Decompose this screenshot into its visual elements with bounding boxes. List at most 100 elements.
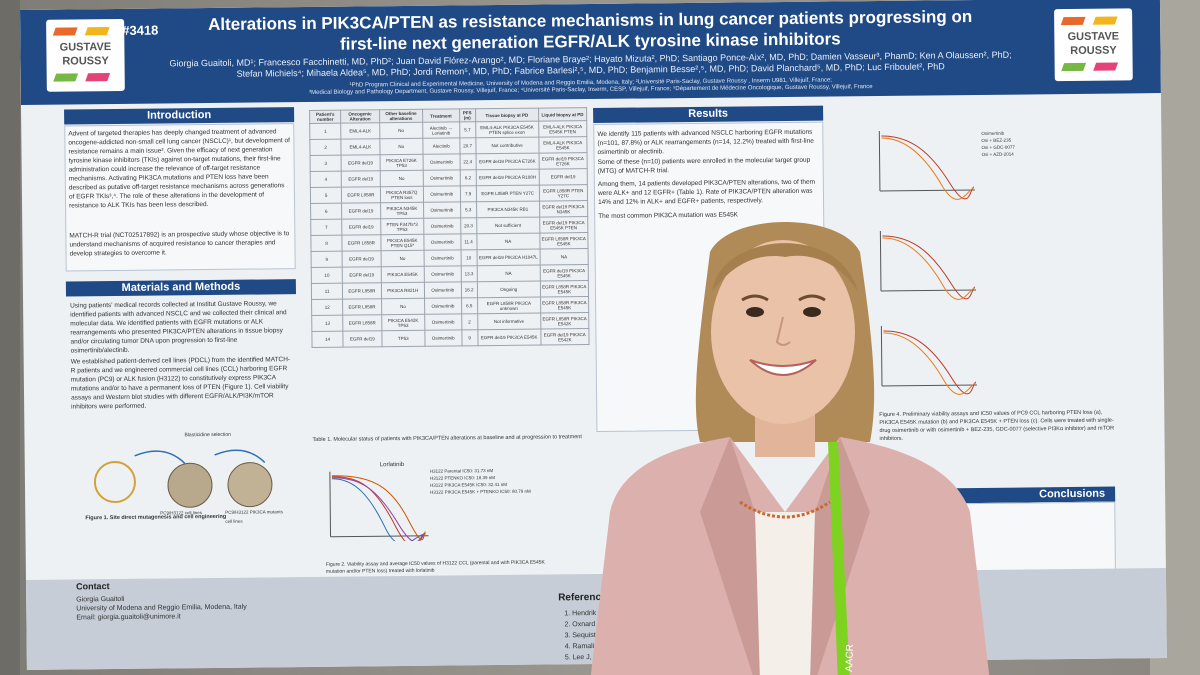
table-cell: EGFR L858R PTEN Y27C: [476, 185, 540, 202]
table-cell: EGFR del19 PIK3CA E726K: [538, 152, 588, 170]
table-cell: No: [379, 170, 424, 187]
table-cell: Osimertinib: [423, 169, 460, 187]
table-cell: EML4-ALK PIK3CA E545K PTEN splice exon: [475, 121, 539, 138]
table-header-cell: Other baseline alterations: [379, 109, 423, 123]
table-cell: Not sufficient: [476, 217, 540, 234]
table-cell: EGFR del19 PIK3CA E545K: [477, 329, 541, 346]
table-cell: EGFR del19: [342, 266, 381, 284]
table-1-caption: Table 1. Molecular status of patients wi…: [312, 434, 582, 443]
contact-info: Giorgia Guaitoli University of Modena an…: [76, 595, 247, 622]
table-cell: 13: [311, 315, 344, 332]
molecular-status-table: Patient's number Oncogenic Alteration Othe…: [309, 107, 590, 348]
figure-1-diagram: [93, 449, 273, 508]
table-cell: No: [379, 122, 423, 139]
table-cell: 11.4: [460, 233, 477, 250]
table-cell: Osimertinib: [424, 313, 462, 331]
methods-text: Using patients' medical records collecte…: [70, 300, 287, 355]
table-header-cell: Oncogenic Alteration: [340, 109, 380, 124]
table-cell: 6: [310, 203, 342, 220]
table-cell: EML4-ALK PIK3CA E545K PTEN: [538, 120, 587, 138]
introduction-text: Advent of targeted therapies has deeply …: [68, 128, 290, 210]
table-cell: EML4-ALK PIK3CA E545K: [538, 136, 588, 154]
table-cell: EGFR del19 PIK3CA R108H: [475, 169, 540, 186]
table-cell: PIK3CA E542K TP53: [381, 314, 425, 331]
table-cell: 9: [311, 251, 343, 268]
table-row: 14 EGFR del19 TP53 Osimertinib 9 EGFR del19 P…: [311, 328, 590, 348]
table-cell: NA: [476, 233, 540, 250]
table-cell: PIK3CA R357Q PTEN loss: [379, 186, 424, 203]
lanyard-text: AACR: [844, 644, 856, 672]
table-cell: PIK3CA N345K RB1: [476, 201, 540, 218]
table-cell: EGFR L858R: [341, 186, 381, 204]
table-cell: 6.2: [459, 169, 477, 186]
table-cell: PIK3CA E545K: [380, 266, 425, 283]
table-cell: NA: [476, 265, 541, 282]
table-header-cell: Tissue biopsy at PD: [475, 108, 539, 122]
table-cell: PIK3CA R821H: [380, 282, 425, 299]
table-cell: EGFR del19: [342, 250, 381, 268]
table-cell: 16.2: [460, 281, 478, 298]
table-header-cell: PFS (m): [459, 108, 476, 122]
table-cell: PIK3CA N345K TP53: [380, 202, 424, 219]
table-cell: 4: [310, 171, 342, 188]
table-cell: 2: [461, 313, 478, 330]
results-text: We identify 115 patients with advanced N…: [597, 128, 814, 156]
table-cell: EGFR del19 PIK3CA E726K: [475, 153, 539, 170]
table-cell: 8: [310, 235, 343, 252]
table-cell: 14: [311, 331, 344, 348]
table-cell: EGFR L858R: [342, 282, 382, 300]
table-cell: Osimertinib: [424, 265, 461, 283]
table-cell: 3: [310, 155, 342, 172]
table-cell: PIK3CA E545K PTEN Q15*: [380, 234, 425, 251]
table-cell: 13.3: [460, 265, 478, 282]
table-cell: EGFR del19 PIK3CA H1047L: [476, 249, 540, 266]
methods-text-2: We established patient-derived cell line…: [70, 356, 291, 411]
table-cell: Osimertinib: [423, 153, 460, 171]
table-cell: Osimertinib: [424, 329, 462, 347]
table-cell: 7.9: [459, 185, 477, 202]
table-cell: Not contributive: [475, 137, 539, 154]
contact-heading: Contact: [75, 581, 110, 592]
results-text-2: Some of these (n=10) patients were enrol…: [597, 156, 811, 175]
table-cell: Osimertinib: [423, 233, 461, 251]
introduction-text-2: MATCH-R trial (NCT02517892) is an prospe…: [69, 230, 290, 258]
table-cell: TP53: [381, 330, 426, 347]
table-cell: 10: [311, 267, 343, 284]
table-cell: EGFR del19: [341, 170, 380, 188]
table-cell: Osimertinib: [424, 281, 462, 299]
scientific-poster: GUSTAVE ROUSSY #3418 Alterations in PIK3…: [20, 0, 1167, 670]
figure-2-legend: H3122 Parental IC50: 31.73 nM H3122 PTEN…: [429, 468, 531, 495]
poster-banner: GUSTAVE ROUSSY #3418 Alterations in PIK3…: [20, 0, 1161, 105]
table-cell: Alectinib: [422, 137, 460, 155]
table-cell: 5.7: [459, 121, 476, 138]
table-cell: PTEN F347fs*3 TP53: [380, 218, 424, 235]
table-header-cell: Patient's number: [309, 110, 341, 124]
table-cell: EGFR L858R PTEN Y27C: [539, 184, 588, 202]
table-cell: 11: [311, 283, 343, 300]
table-cell: 7: [310, 219, 343, 236]
necklace: [739, 500, 831, 519]
table-cell: No: [379, 138, 424, 155]
table-cell: 6.5: [461, 297, 478, 314]
table-cell: Ongoing: [477, 281, 541, 298]
gustave-roussy-logo-right: GUSTAVE ROUSSY: [1054, 8, 1133, 82]
table-cell: 10: [460, 249, 477, 266]
results-heading: Results: [593, 105, 824, 124]
introduction-heading: Introduction: [64, 107, 295, 125]
table-cell: No: [380, 250, 425, 267]
figure-2-caption: Figure 2. Viability assay and average IC…: [325, 559, 545, 575]
table-cell: EGFR L858R: [342, 234, 381, 252]
table-cell: 5: [310, 187, 342, 204]
table-cell: EGFR L858R PIK3CA unknown: [477, 297, 541, 314]
table-cell: PIK3CA E726K TP53: [379, 154, 424, 171]
table-cell: EGFR del19: [341, 218, 381, 236]
table-cell: Osimertinib: [423, 185, 461, 203]
table-cell: 2: [309, 139, 342, 156]
table-cell: 1: [309, 123, 342, 140]
methods-heading: Materials and Methods: [65, 279, 296, 297]
table-cell: 5.3: [460, 201, 477, 218]
figure-4-plots: [878, 131, 977, 395]
table-cell: EGFR del19: [341, 154, 380, 172]
poster-number: #3418: [122, 22, 159, 38]
table-cell: 20.7: [459, 137, 476, 154]
